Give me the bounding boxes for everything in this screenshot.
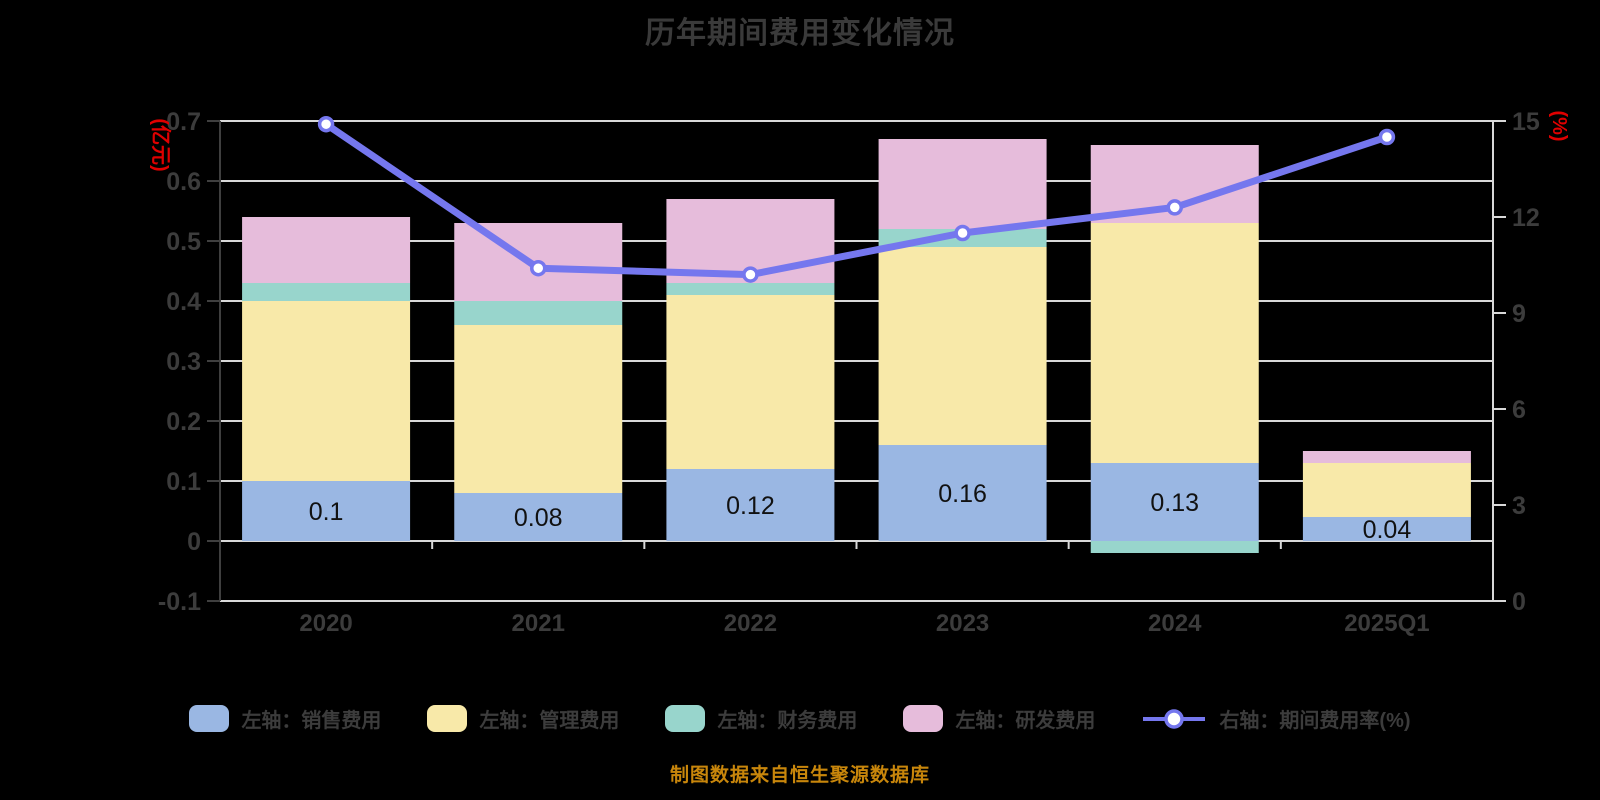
- bar-segment-3: [242, 283, 411, 301]
- right-axis-tick-label: 12: [1512, 204, 1540, 232]
- x-axis-label: 2025Q1: [1344, 610, 1429, 637]
- x-axis-label: 2021: [512, 610, 565, 637]
- line-marker: [317, 115, 335, 133]
- bar-segment-1: [1090, 463, 1259, 541]
- bar-segment-3: [1090, 541, 1259, 553]
- legend-label: 右轴：期间费用率(%): [1219, 710, 1411, 732]
- bar-segment-2: [242, 301, 411, 481]
- legend-label: 左轴：管理费用: [479, 710, 620, 732]
- legend-item-line[interactable]: 右轴：期间费用率(%): [1141, 704, 1411, 733]
- x-axis-label: 2024: [1148, 610, 1202, 637]
- left-axis-unit-label: (亿元): [149, 118, 173, 171]
- legend-item-bar-4[interactable]: 左轴：研发费用: [903, 704, 1095, 733]
- line-marker: [1378, 128, 1396, 146]
- left-axis-tick-label: 0.7: [166, 108, 201, 136]
- bar-segment-3: [454, 301, 623, 325]
- left-axis-tick-label: 0.5: [166, 228, 201, 256]
- line-marker: [530, 259, 547, 277]
- bar-segment-1: [878, 445, 1047, 541]
- line-marker: [742, 266, 759, 283]
- legend-swatch-icon: [903, 705, 944, 732]
- right-axis-tick-label: 9: [1512, 300, 1526, 328]
- bar-value-label: 0.1: [309, 498, 344, 526]
- bar-value-label: 0.16: [938, 480, 987, 508]
- bar-segment-2: [454, 325, 623, 493]
- legend-label: 左轴：研发费用: [955, 710, 1096, 732]
- right-axis-tick-label: 15: [1512, 108, 1540, 136]
- legend-item-bar-2[interactable]: 左轴：管理费用: [427, 704, 619, 733]
- bar-value-label: 0.12: [726, 492, 775, 520]
- bar-segment-2: [666, 295, 835, 469]
- chart-legend: 左轴：销售费用 左轴：管理费用 左轴：财务费用 左轴：研发费用 右轴：期间费用率(%): [0, 704, 1600, 733]
- x-axis-label: 2023: [936, 610, 989, 637]
- legend-item-bar-3[interactable]: 左轴：财务费用: [665, 704, 857, 733]
- bar-segment-1: [1302, 517, 1471, 541]
- bar-segment-1: [454, 493, 623, 541]
- left-axis-tick-label: -0.1: [158, 588, 201, 616]
- right-axis-unit-label: (%): [1548, 110, 1570, 141]
- line-marker: [954, 224, 971, 242]
- x-axis-label: 2020: [299, 610, 352, 637]
- left-axis-tick-label: 0.3: [166, 348, 201, 376]
- legend-swatch-icon: [427, 705, 468, 732]
- legend-label: 左轴：财务费用: [717, 710, 858, 732]
- data-source-note: 制图数据来自恒生聚源数据库: [669, 765, 930, 786]
- chart-plot-area: 0.1 0.08 0.12 0.16 0.13 0.04 -0.1 0 0.1 0.2 0.3 0.4…: [149, 108, 1570, 637]
- left-axis-tick-label: 0: [187, 528, 201, 556]
- bar-segment-2: [1090, 223, 1259, 463]
- legend-line-marker-icon: [1143, 708, 1206, 729]
- bar-segment-1: [666, 469, 835, 541]
- bar-value-label: 0.13: [1150, 489, 1199, 517]
- legend-label: 左轴：销售费用: [241, 710, 382, 732]
- right-axis-tick-label: 3: [1512, 492, 1526, 520]
- bar-segment-2: [878, 247, 1047, 445]
- line-marker: [1166, 199, 1183, 216]
- x-axis-label: 2022: [724, 610, 777, 637]
- bar-segment-4: [1302, 451, 1471, 463]
- left-axis-tick-label: 0.6: [166, 168, 201, 196]
- left-axis-tick-label: 0.2: [166, 408, 201, 436]
- bar-segment-4: [878, 139, 1047, 229]
- legend-item-bar-1[interactable]: 左轴：销售费用: [189, 704, 381, 733]
- left-axis-tick-label: 0.4: [166, 288, 201, 316]
- right-axis-tick-label: 0: [1512, 588, 1526, 616]
- bar-value-label: 0.08: [514, 504, 563, 532]
- expense-ratio-line: [322, 120, 1391, 279]
- legend-swatch-icon: [189, 705, 230, 732]
- bar-segment-3: [666, 283, 835, 295]
- bar-value-label: 0.04: [1363, 516, 1412, 544]
- right-axis-tick-label: 6: [1512, 396, 1526, 424]
- left-axis-tick-label: 0.1: [166, 468, 201, 496]
- bar-segment-2: [1302, 463, 1471, 517]
- bar-segment-4: [242, 217, 411, 283]
- chart-title: 历年期间费用变化情况: [645, 17, 955, 50]
- bar-segment-1: [242, 481, 411, 541]
- legend-swatch-icon: [665, 705, 706, 732]
